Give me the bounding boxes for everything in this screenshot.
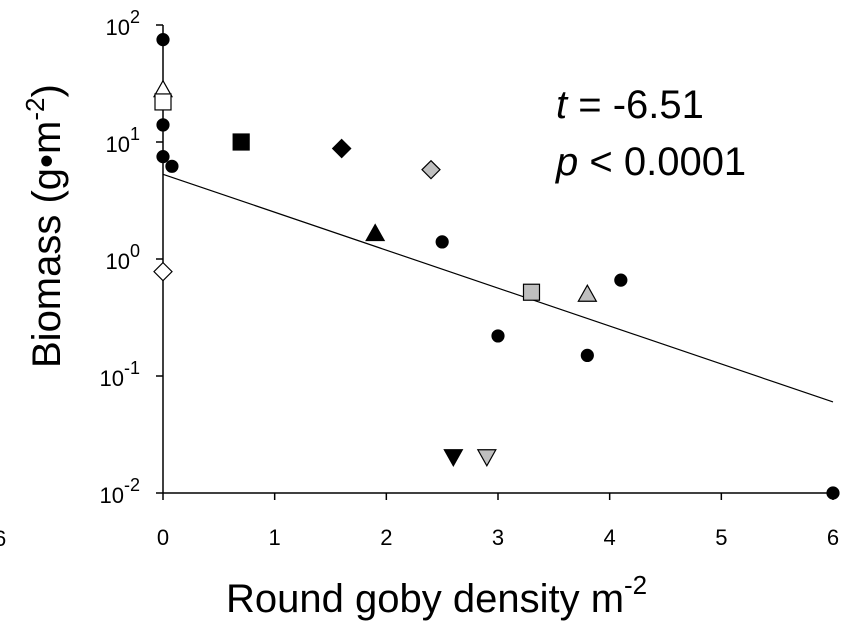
data-point-square (522, 283, 541, 301)
y-axis-title-close: ) (25, 84, 69, 97)
data-point-circle (580, 348, 594, 362)
y-axis-title: Biomass (g•m-2) (20, 84, 69, 368)
x-axis-title: Round goby density m-2 (226, 570, 647, 621)
y-tick-exponent: 2 (130, 7, 140, 27)
y-tick-exponent: 1 (130, 124, 140, 144)
y-tick-label: 10-2 (100, 475, 141, 508)
data-point-circle (156, 33, 170, 47)
x-tick-label: 4 (604, 525, 616, 550)
y-tick-label: 101 (106, 124, 141, 157)
x-tick-label: 5 (715, 525, 727, 550)
x-tick-label: 0 (157, 525, 169, 550)
data-point-square (154, 93, 172, 111)
t-symbol: t (556, 83, 569, 127)
p-value: < 0.0001 (578, 140, 746, 184)
p-symbol: p (555, 140, 578, 184)
data-point-triangle-up (365, 223, 386, 242)
data-point-circle (156, 150, 170, 164)
x-axis-title-text: Round goby density m (226, 577, 624, 621)
data-point-diamond (421, 159, 441, 180)
x-tick-label: 1 (269, 525, 281, 550)
t-statistic: t = -6.51 (556, 83, 704, 127)
data-point-diamond (331, 138, 352, 159)
data-points (152, 33, 840, 500)
data-point-triangle-down (443, 449, 464, 468)
data-point-circle (826, 486, 840, 500)
data-point-circle (165, 159, 179, 173)
data-point-circle (435, 235, 449, 249)
t-value: = -6.51 (567, 83, 704, 127)
data-point-triangle-down (476, 449, 497, 468)
y-tick-base: 10 (100, 483, 124, 508)
y-axis-title-superscript: -2 (20, 97, 50, 120)
x-axis-ticks: 0 1 2 3 4 5 6 (157, 493, 839, 550)
x-tick-label: 3 (492, 525, 504, 550)
data-point-circle (491, 329, 505, 343)
data-point-square (232, 133, 250, 151)
p-value-annotation: p < 0.0001 (555, 140, 746, 184)
y-tick-base: 10 (106, 249, 130, 274)
data-point-circle (614, 273, 628, 287)
y-tick-base: 10 (106, 132, 130, 157)
y-tick-label: 10-1 (100, 358, 141, 391)
y-axis-title-text: Biomass (g•m (25, 121, 69, 368)
y-tick-label: 100 (106, 241, 141, 274)
x-tick-label: 2 (380, 525, 392, 550)
y-tick-base: 10 (106, 15, 130, 40)
data-point-circle (156, 118, 170, 132)
y-tick-base: 10 (100, 366, 124, 391)
x-tick-label: 6 (827, 525, 839, 550)
y-tick-exponent: -1 (124, 358, 140, 378)
left-cut-tick-label: 6 (0, 526, 6, 551)
data-point-triangle-up (577, 283, 598, 302)
regression-line (162, 173, 834, 403)
data-point-diamond (153, 261, 173, 282)
x-axis-title-superscript: -2 (624, 570, 647, 600)
y-tick-label: 102 (106, 7, 141, 40)
y-tick-exponent: -2 (124, 475, 140, 495)
y-tick-exponent: 0 (130, 241, 140, 261)
